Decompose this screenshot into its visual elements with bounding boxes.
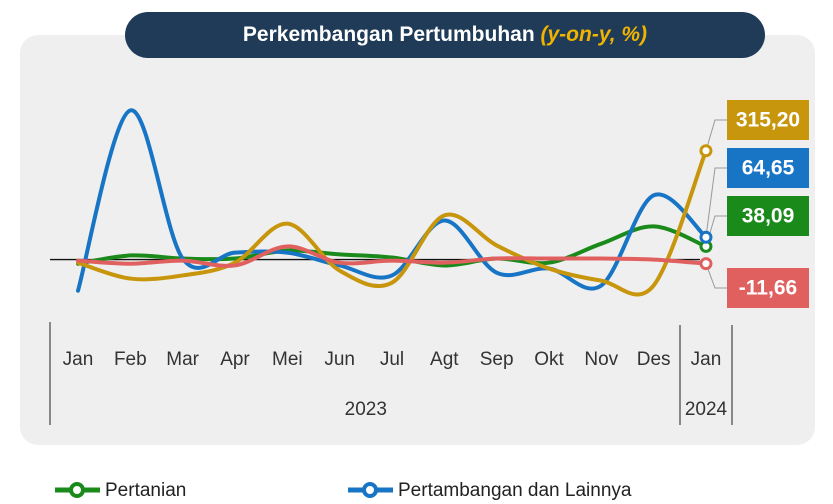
x-tick-label: Mei <box>272 349 303 370</box>
x-tick-label: Jun <box>324 349 355 370</box>
chart-title: Perkembangan Pertumbuhan <box>243 23 535 46</box>
leader-line <box>705 263 727 289</box>
legend-label: Pertanian <box>105 480 186 501</box>
value-label: 38,09 <box>742 205 795 228</box>
title-pill <box>125 12 765 58</box>
value-label: 315,20 <box>736 109 800 132</box>
x-tick-label: Jul <box>380 349 404 370</box>
panel <box>20 35 815 445</box>
x-tick-label: Des <box>637 349 671 370</box>
value-label-box <box>727 196 809 236</box>
value-label: -11,66 <box>739 277 797 300</box>
x-tick-label: Nov <box>584 349 618 370</box>
leader-line <box>705 167 727 238</box>
title-group: Perkembangan Pertumbuhan (y-on-y, %) <box>243 23 647 46</box>
legend-marker <box>69 482 85 498</box>
value-label-box <box>727 268 809 308</box>
end-marker <box>699 230 713 244</box>
title-note: (y-on-y, %) <box>541 23 648 46</box>
legend-label: Pertambangan dan Lainnya <box>398 480 632 501</box>
series-line <box>76 148 708 297</box>
x-tick-label: Mar <box>166 349 199 370</box>
x-tick-label: Apr <box>220 349 250 370</box>
end-marker <box>699 144 713 158</box>
x-tick-label: Feb <box>114 349 147 370</box>
value-label-box <box>727 100 809 140</box>
leader-line <box>705 119 727 151</box>
value-label-box <box>727 148 809 188</box>
series-line <box>76 108 708 293</box>
x-tick-label: Okt <box>534 349 564 370</box>
year-label: 2023 <box>345 399 387 420</box>
end-marker <box>699 257 713 271</box>
year-label: 2024 <box>685 399 728 420</box>
x-tick-label: Agt <box>430 349 459 370</box>
value-label: 64,65 <box>742 157 795 180</box>
x-tick-label: Jan <box>691 349 722 370</box>
legend-marker <box>362 482 378 498</box>
x-tick-label: Jan <box>63 349 94 370</box>
x-tick-label: Sep <box>480 349 514 370</box>
series-line <box>76 244 708 268</box>
